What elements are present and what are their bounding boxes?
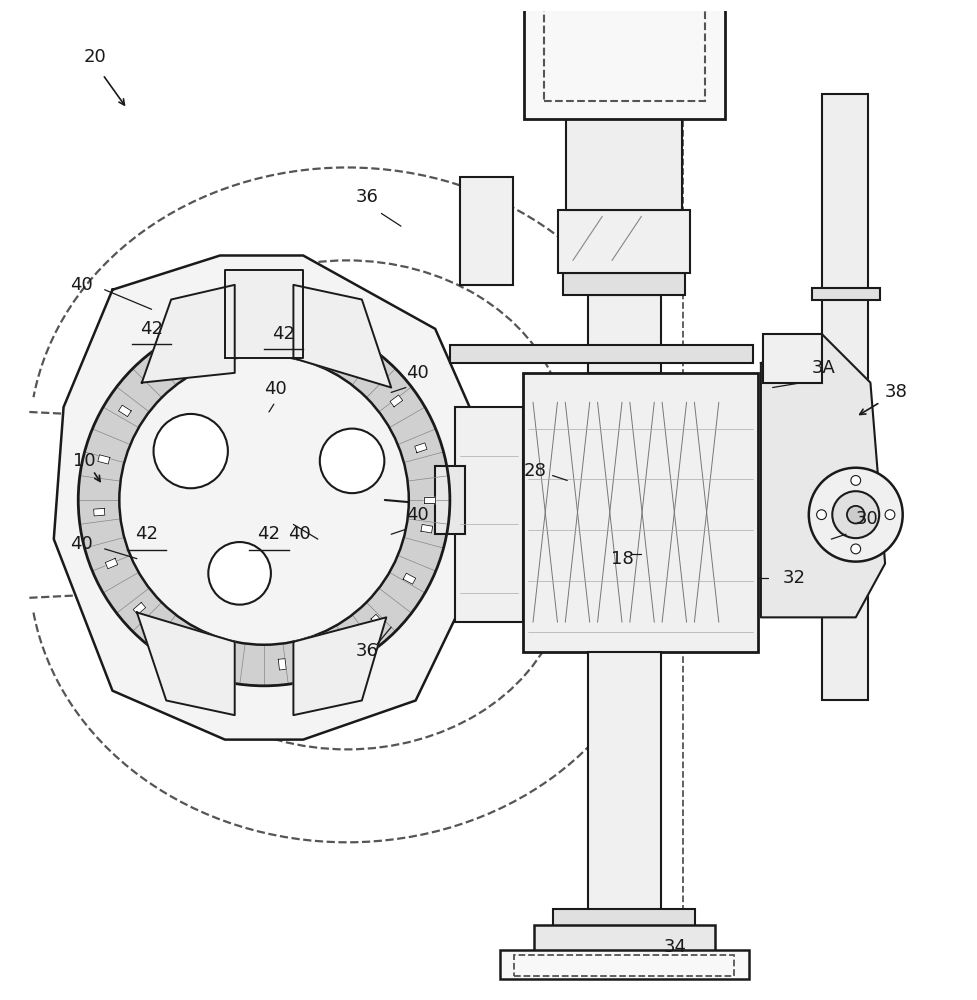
Bar (811, 288, 879, 300)
Text: 38: 38 (884, 383, 907, 401)
Bar (587, 652, 660, 916)
Circle shape (850, 544, 860, 554)
Polygon shape (201, 339, 211, 351)
Polygon shape (390, 395, 403, 407)
Circle shape (208, 542, 271, 605)
Polygon shape (94, 508, 105, 516)
Text: 42: 42 (140, 320, 163, 338)
Text: 42: 42 (257, 525, 280, 543)
Text: 36: 36 (355, 188, 378, 206)
Text: 10: 10 (73, 452, 96, 470)
Polygon shape (293, 617, 386, 715)
Text: 42: 42 (135, 525, 158, 543)
Polygon shape (133, 602, 146, 615)
Polygon shape (352, 358, 363, 371)
Polygon shape (154, 365, 166, 378)
Bar (499, 950, 748, 979)
Text: 34: 34 (662, 938, 686, 956)
Circle shape (884, 510, 894, 520)
Bar (566, 92, 682, 210)
Bar (449, 345, 752, 363)
Circle shape (846, 506, 864, 523)
Text: 40: 40 (288, 525, 311, 543)
Text: 32: 32 (782, 569, 805, 587)
Bar (454, 407, 523, 622)
Bar (435, 466, 464, 534)
Polygon shape (306, 335, 315, 347)
Text: 3A: 3A (811, 359, 834, 377)
Bar (587, 295, 660, 373)
Polygon shape (327, 644, 338, 656)
Polygon shape (118, 405, 131, 417)
Polygon shape (225, 656, 234, 668)
Polygon shape (54, 255, 532, 740)
Polygon shape (370, 614, 383, 627)
Text: 40: 40 (70, 276, 93, 294)
Bar (514, 955, 734, 976)
Polygon shape (424, 497, 434, 503)
Text: 20: 20 (83, 48, 106, 66)
Text: 40: 40 (405, 364, 428, 382)
Bar (543, 9, 704, 101)
Polygon shape (414, 443, 427, 453)
Text: 18: 18 (611, 550, 633, 568)
Text: 40: 40 (70, 535, 93, 553)
Polygon shape (278, 659, 286, 670)
Polygon shape (293, 285, 391, 388)
Bar (563, 273, 685, 295)
Polygon shape (760, 334, 884, 617)
Bar (533, 925, 714, 955)
Circle shape (816, 510, 826, 520)
Text: 42: 42 (272, 325, 295, 343)
Circle shape (319, 429, 384, 493)
Bar (459, 177, 513, 285)
Bar (553, 909, 695, 930)
Circle shape (831, 491, 878, 538)
Polygon shape (225, 270, 303, 358)
Bar (762, 334, 821, 383)
Circle shape (808, 468, 902, 562)
Bar (558, 210, 690, 273)
Wedge shape (78, 314, 449, 686)
Polygon shape (137, 612, 234, 715)
Circle shape (850, 476, 860, 485)
Text: 36: 36 (355, 642, 378, 660)
Text: 40: 40 (405, 506, 428, 524)
Polygon shape (403, 573, 415, 584)
Text: 28: 28 (523, 462, 545, 480)
Polygon shape (174, 636, 186, 649)
Polygon shape (106, 558, 117, 569)
Bar (821, 94, 868, 700)
Polygon shape (420, 524, 432, 533)
Circle shape (153, 414, 228, 488)
Text: 40: 40 (264, 380, 286, 398)
Bar (524, 0, 724, 119)
Bar (523, 373, 757, 652)
Polygon shape (254, 329, 261, 340)
Polygon shape (142, 285, 234, 383)
Text: 30: 30 (855, 510, 877, 528)
Polygon shape (98, 455, 109, 464)
